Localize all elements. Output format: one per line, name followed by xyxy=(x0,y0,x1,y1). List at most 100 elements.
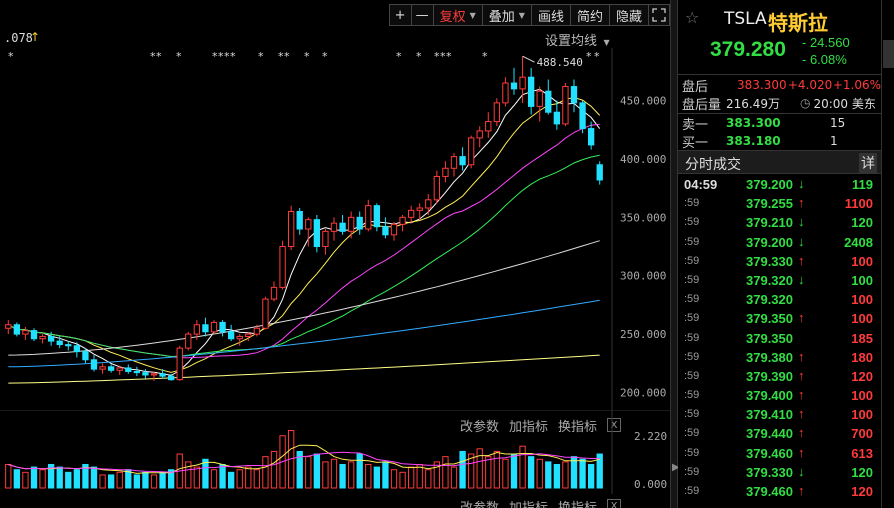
event-marker-icon[interactable]: * xyxy=(230,50,236,63)
candle[interactable] xyxy=(356,211,363,235)
volume-bar[interactable] xyxy=(390,469,398,489)
candle[interactable] xyxy=(133,366,141,377)
volume-bar[interactable] xyxy=(467,453,475,489)
volume-bar[interactable] xyxy=(356,453,363,489)
candle[interactable] xyxy=(262,296,269,330)
candle[interactable] xyxy=(587,121,595,150)
event-marker-icon[interactable]: * xyxy=(416,50,422,63)
candle[interactable] xyxy=(107,364,115,373)
volume-bar[interactable] xyxy=(270,450,278,489)
volume-bar[interactable] xyxy=(510,453,518,489)
zoom-in-button[interactable]: + xyxy=(388,4,411,26)
event-marker-icon[interactable]: * xyxy=(586,50,592,63)
candle[interactable] xyxy=(485,112,492,138)
add-indicator-button[interactable]: 加指标 xyxy=(509,420,549,435)
candle[interactable] xyxy=(476,126,483,148)
volume-bar[interactable] xyxy=(82,463,89,489)
candlestick-chart[interactable]: 450.000 400.000 350.000 300.000 250.000 200.0… xyxy=(0,48,670,410)
volume-bar[interactable] xyxy=(219,463,226,489)
volume-bar[interactable] xyxy=(202,458,209,489)
volume-bar[interactable] xyxy=(485,456,492,489)
candle[interactable] xyxy=(236,334,243,346)
candle[interactable] xyxy=(150,371,158,381)
volume-bar[interactable] xyxy=(305,456,312,489)
volume-bar[interactable] xyxy=(365,463,372,489)
ma-settings-dropdown[interactable]: 设置均线 ▼ xyxy=(545,30,610,49)
volume-bar[interactable] xyxy=(536,458,543,489)
candle[interactable] xyxy=(382,217,389,239)
add-indicator-button[interactable]: 加指标 xyxy=(509,497,548,508)
volume-bar[interactable] xyxy=(493,450,501,489)
candle[interactable] xyxy=(159,369,166,379)
volume-bar[interactable] xyxy=(90,466,98,489)
volume-bar[interactable] xyxy=(30,466,38,489)
candle[interactable] xyxy=(553,100,561,130)
star-icon[interactable]: ☆ xyxy=(685,8,700,27)
candle[interactable] xyxy=(202,317,209,337)
draw-line-button[interactable]: 画线 xyxy=(530,4,570,26)
candle[interactable] xyxy=(493,98,501,127)
candle[interactable] xyxy=(570,79,578,113)
candle[interactable] xyxy=(56,336,63,349)
simple-mode-button[interactable]: 简约 xyxy=(569,4,609,26)
candle[interactable] xyxy=(30,328,38,342)
candle[interactable] xyxy=(579,100,586,134)
volume-bar[interactable] xyxy=(596,453,603,489)
volume-bar[interactable] xyxy=(159,471,166,489)
volume-bar[interactable] xyxy=(133,474,141,489)
event-marker-icon[interactable]: * xyxy=(304,50,310,63)
volume-bar[interactable] xyxy=(13,469,21,489)
volume-bar[interactable] xyxy=(382,461,389,489)
event-marker-icon[interactable]: * xyxy=(434,50,440,63)
event-marker-icon[interactable]: * xyxy=(278,50,284,63)
volume-bar[interactable] xyxy=(476,448,483,489)
volume-bar[interactable] xyxy=(47,463,55,489)
volume-bar[interactable] xyxy=(296,450,303,489)
volume-bar[interactable] xyxy=(210,469,218,489)
candle[interactable] xyxy=(433,170,441,204)
volume-bar[interactable] xyxy=(193,466,201,489)
candle[interactable] xyxy=(47,331,55,346)
event-marker-icon[interactable]: * xyxy=(150,50,156,63)
volume-bar[interactable] xyxy=(399,471,406,489)
pane-divider[interactable]: ▶ xyxy=(670,0,680,508)
close-icon[interactable]: X xyxy=(607,418,622,432)
event-marker-icon[interactable]: * xyxy=(322,50,328,63)
zoom-out-button[interactable]: — xyxy=(410,4,433,26)
candle[interactable] xyxy=(416,203,423,220)
volume-bar[interactable] xyxy=(116,471,123,489)
candle[interactable] xyxy=(65,341,72,351)
candle[interactable] xyxy=(142,369,149,379)
collapse-arrow-icon[interactable]: ▶ xyxy=(672,462,680,473)
event-marker-icon[interactable]: * xyxy=(224,50,230,63)
kline-chart-pane[interactable]: + — 复权 ▼ 叠加 ▼ 画线 简约 隐藏 .078 ↑ 设置均线 ▼ 450.0… xyxy=(0,0,670,508)
candle[interactable] xyxy=(185,331,192,351)
candle[interactable] xyxy=(116,365,123,375)
volume-bar[interactable] xyxy=(56,466,63,489)
volume-bar[interactable] xyxy=(416,463,423,489)
event-marker-icon[interactable]: * xyxy=(258,50,264,63)
candle[interactable] xyxy=(322,229,329,255)
volume-bar[interactable] xyxy=(22,471,29,489)
candle[interactable] xyxy=(459,147,466,171)
volume-bar[interactable] xyxy=(587,463,595,489)
volume-bar[interactable] xyxy=(450,466,458,489)
volume-bar[interactable] xyxy=(150,474,158,489)
volume-bar[interactable] xyxy=(570,456,578,489)
candle[interactable] xyxy=(13,322,21,337)
switch-indicator-button[interactable]: 换指标 xyxy=(558,420,598,435)
volume-bar[interactable] xyxy=(262,456,269,489)
volume-bar[interactable] xyxy=(167,469,175,489)
volume-bar[interactable] xyxy=(425,469,432,489)
event-marker-icon[interactable]: * xyxy=(396,50,402,63)
event-marker-icon[interactable]: * xyxy=(212,50,218,63)
candle[interactable] xyxy=(562,83,569,127)
volume-bar[interactable] xyxy=(502,458,509,489)
candle[interactable] xyxy=(193,320,201,340)
candle[interactable] xyxy=(450,153,458,177)
event-marker-icon[interactable]: * xyxy=(482,50,488,63)
volume-bar[interactable] xyxy=(442,456,449,489)
candle[interactable] xyxy=(596,161,603,185)
candle[interactable] xyxy=(125,364,132,374)
fullscreen-icon[interactable] xyxy=(648,4,670,26)
